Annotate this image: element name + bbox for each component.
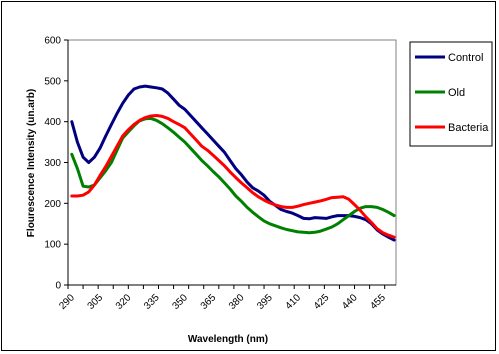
y-tick-label: 600 xyxy=(44,36,61,47)
x-tick-label: 455 xyxy=(368,292,388,312)
x-tick-label: 380 xyxy=(227,292,247,312)
y-axis: 0 100 200 300 400 500 600 xyxy=(44,36,69,292)
legend: Control Old Bacteria xyxy=(409,41,493,147)
series-line-bacteria xyxy=(70,114,396,239)
x-tick-label: 395 xyxy=(255,292,275,312)
x-tick-label: 440 xyxy=(340,292,360,312)
y-tick-label: 100 xyxy=(44,240,61,251)
legend-box xyxy=(409,41,493,147)
x-tick-label: 350 xyxy=(170,292,190,312)
legend-label-control: Control xyxy=(448,52,483,64)
legend-label-old: Old xyxy=(448,87,465,99)
x-axis-title: Wavelength (nm) xyxy=(188,334,268,345)
x-tick-label: 335 xyxy=(142,292,162,312)
x-tick-label: 320 xyxy=(114,292,134,312)
x-tick-label: 290 xyxy=(57,292,77,312)
y-axis-title: Flourescence Intensity (un.arb) xyxy=(26,89,37,237)
y-tick-label: 0 xyxy=(55,281,61,292)
y-tick-label: 200 xyxy=(44,199,61,210)
series-layer xyxy=(70,84,396,242)
x-tick-label: 410 xyxy=(284,292,304,312)
x-tick-label: 305 xyxy=(86,292,106,312)
x-axis: 290 305 320 335 350 365 380 395 410 425 440 455 xyxy=(57,284,396,312)
series-line-control xyxy=(70,84,396,242)
y-tick-label: 500 xyxy=(44,76,61,87)
x-tick-label: 365 xyxy=(199,292,219,312)
y-tick-label: 400 xyxy=(44,117,61,128)
legend-label-bacteria: Bacteria xyxy=(448,122,489,134)
y-tick-label: 300 xyxy=(44,158,61,169)
x-tick-label: 425 xyxy=(312,292,332,312)
